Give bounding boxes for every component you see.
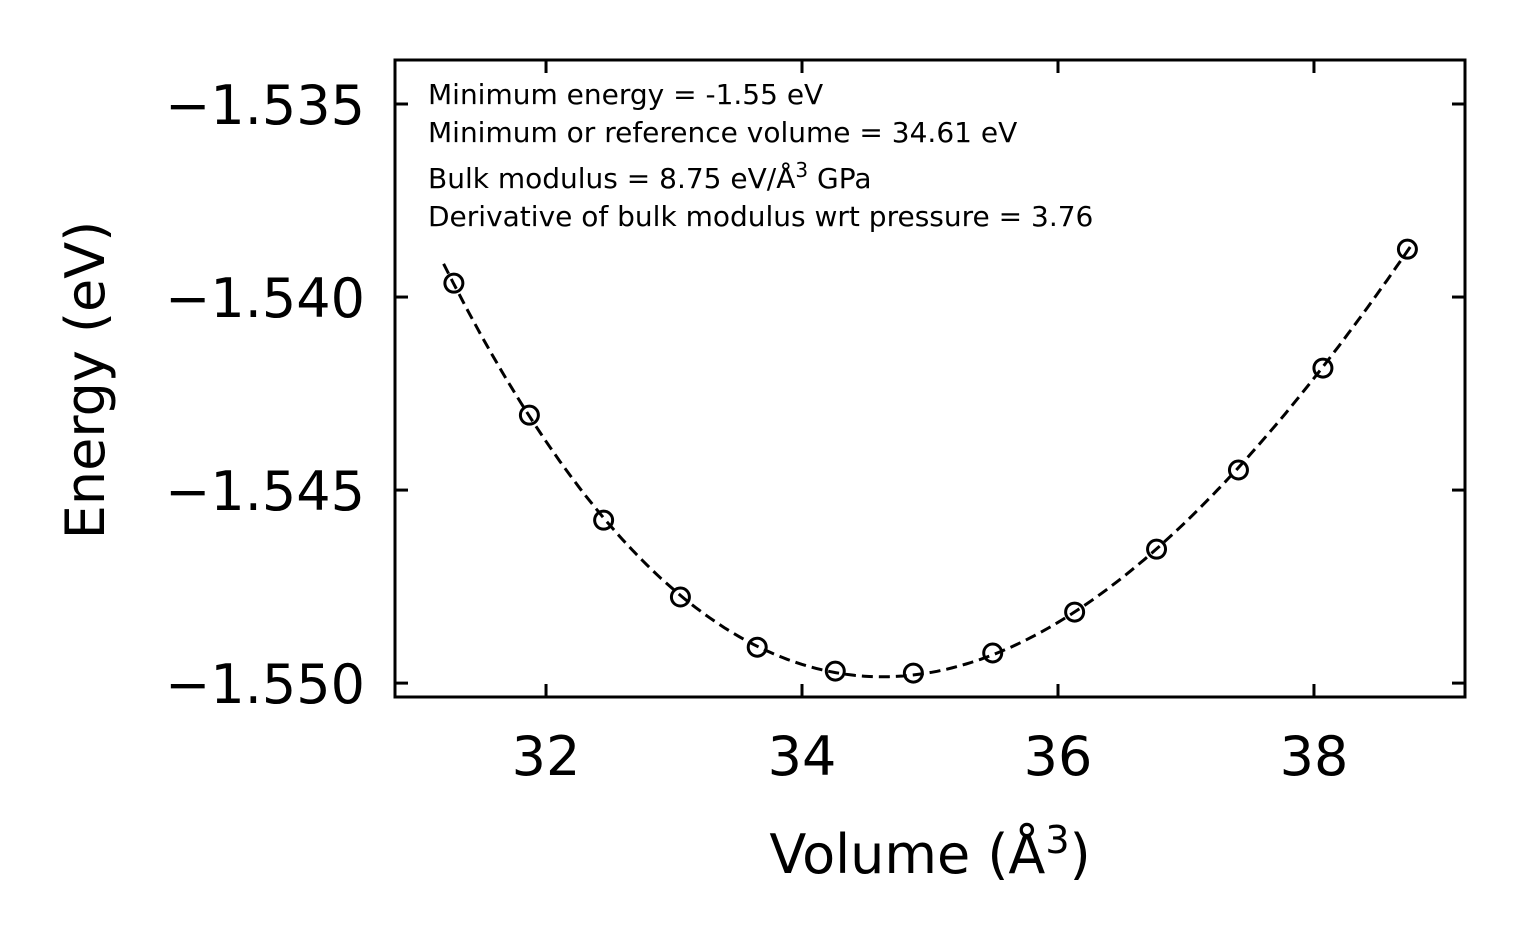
data-point [1312,357,1334,379]
data-point [518,404,540,426]
plot-frame [393,58,1467,699]
x-tick-label: 32 [512,725,581,788]
x-tick-labels: 32 34 36 38 [512,725,1349,788]
data-point [824,660,846,682]
annotation-ref-volume: Minimum or reference volume = 34.61 eV [428,116,1017,149]
x-axis-label: Volume (Å3) [769,818,1090,886]
fit-curve [442,244,1413,679]
data-points [443,238,1418,684]
data-point [902,662,924,684]
y-tick-label: −1.535 [165,74,365,137]
annotation-bulk-modulus: Bulk modulus = 8.75 eV/Å3 GPa [428,158,872,195]
data-point [1227,459,1249,481]
data-point [593,509,615,531]
data-point [669,586,691,608]
data-point [746,636,768,658]
y-tick-label: −1.550 [165,653,365,716]
data-point [443,272,465,294]
y-tick-label: −1.545 [165,460,365,523]
annotation-min-energy: Minimum energy = -1.55 eV [428,78,823,111]
fit-annotation: Minimum energy = -1.55 eV Minimum or ref… [428,78,1093,233]
y-axis-label: Energy (eV) [54,221,117,540]
y-tick-labels: −1.535 −1.540 −1.545 −1.550 [165,74,365,716]
x-tick-label: 34 [768,725,837,788]
data-point [982,642,1004,664]
x-tick-label: 36 [1024,725,1093,788]
data-point [1396,238,1418,260]
data-point [1064,601,1086,623]
annotation-bulk-derivative: Derivative of bulk modulus wrt pressure … [428,200,1093,233]
ticks [395,60,1465,697]
y-tick-label: −1.540 [165,267,365,330]
data-point [1146,538,1168,560]
x-tick-label: 38 [1280,725,1349,788]
